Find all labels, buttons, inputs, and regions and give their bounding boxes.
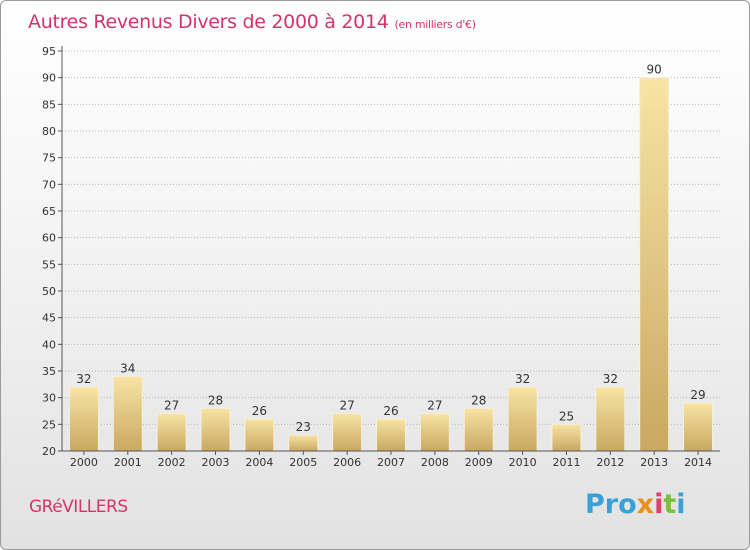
bar-2002[interactable] — [156, 413, 187, 452]
value-label-2003: 28 — [208, 393, 223, 407]
x-tick-label-2011: 2011 — [552, 456, 580, 469]
value-label-2013: 90 — [647, 63, 662, 77]
value-label-2002: 27 — [164, 399, 179, 413]
value-label-2014: 29 — [690, 388, 705, 402]
bar-2001[interactable] — [112, 375, 143, 452]
bar-2011[interactable] — [551, 423, 582, 452]
x-tick-label-2002: 2002 — [158, 456, 186, 469]
value-label-2010: 32 — [515, 372, 530, 386]
bar-2005[interactable] — [288, 434, 319, 452]
bar-2003[interactable] — [200, 407, 231, 452]
y-tick-label-80: 80 — [42, 125, 56, 138]
value-label-2007: 26 — [383, 404, 398, 418]
bar-2006[interactable] — [332, 413, 363, 452]
bar-2013[interactable] — [639, 77, 670, 452]
bar-2004[interactable] — [244, 418, 275, 452]
x-tick-label-2009: 2009 — [465, 456, 493, 469]
value-label-2004: 26 — [252, 404, 267, 418]
y-tick-label-50: 50 — [42, 285, 56, 298]
logo-part-5: i — [676, 489, 686, 520]
town-name: GRéVILLERS — [29, 497, 128, 517]
chart-title: Autres Revenus Divers de 2000 à 2014 (en … — [28, 11, 476, 33]
y-tick-label-30: 30 — [42, 392, 56, 405]
y-tick-label-75: 75 — [42, 152, 56, 165]
x-tick-label-2006: 2006 — [333, 456, 361, 469]
bar-2009[interactable] — [463, 407, 494, 452]
y-tick-label-25: 25 — [42, 418, 56, 431]
bar-2007[interactable] — [376, 418, 406, 452]
y-tick-label-55: 55 — [42, 258, 56, 271]
y-tick-label-90: 90 — [42, 72, 56, 85]
bar-2008[interactable] — [419, 413, 450, 452]
logo-part-4: t — [663, 489, 677, 520]
y-tick-label-70: 70 — [42, 178, 56, 191]
x-tick-label-2010: 2010 — [509, 456, 537, 469]
y-tick-label-95: 95 — [42, 45, 56, 58]
value-label-2008: 27 — [427, 399, 442, 413]
x-tick-label-2014: 2014 — [684, 456, 712, 469]
proxiti-logo[interactable]: Proxiti — [585, 489, 686, 520]
y-tick-label-35: 35 — [42, 365, 56, 378]
y-tick-label-65: 65 — [42, 205, 56, 218]
logo-part-3: i — [654, 489, 664, 520]
x-tick-label-2003: 2003 — [202, 456, 230, 469]
value-label-2006: 27 — [339, 399, 354, 413]
value-label-2012: 32 — [603, 372, 618, 386]
y-tick-label-20: 20 — [42, 445, 56, 458]
y-tick-label-85: 85 — [42, 98, 56, 111]
y-tick-label-45: 45 — [42, 312, 56, 325]
x-tick-label-2005: 2005 — [289, 456, 317, 469]
bar-2014[interactable] — [683, 402, 714, 452]
value-label-2011: 25 — [559, 409, 574, 423]
logo-part-2: x — [636, 489, 655, 520]
value-label-2005: 23 — [296, 420, 311, 434]
value-label-2001: 34 — [120, 361, 135, 375]
chart-unit-text: (en milliers d'€) — [394, 18, 476, 31]
chart-title-text: Autres Revenus Divers de 2000 à 2014 — [28, 11, 389, 33]
labels-layer: 32 2000 34 2001 27 2002 28 2003 26 2004 23 2005 27 20… — [70, 63, 712, 469]
value-label-2000: 32 — [76, 372, 91, 386]
x-tick-label-2013: 2013 — [640, 456, 668, 469]
bars-layer — [68, 77, 714, 452]
x-tick-label-2008: 2008 — [421, 456, 449, 469]
axis-layer: 20 25 30 35 40 45 50 55 60 65 70 75 80 85 90 95 — [42, 45, 720, 458]
x-tick-label-2007: 2007 — [377, 456, 405, 469]
x-tick-label-2012: 2012 — [596, 456, 624, 469]
x-tick-label-2004: 2004 — [245, 456, 273, 469]
y-tick-label-40: 40 — [42, 338, 56, 351]
bar-2000[interactable] — [68, 386, 99, 452]
value-label-2009: 28 — [471, 393, 486, 407]
bar-2010[interactable] — [507, 386, 538, 452]
logo-part-1: Pro — [585, 489, 637, 520]
y-tick-label-60: 60 — [42, 232, 56, 245]
x-tick-label-2001: 2001 — [114, 456, 142, 469]
x-tick-label-2000: 2000 — [70, 456, 98, 469]
bar-2012[interactable] — [595, 386, 626, 452]
